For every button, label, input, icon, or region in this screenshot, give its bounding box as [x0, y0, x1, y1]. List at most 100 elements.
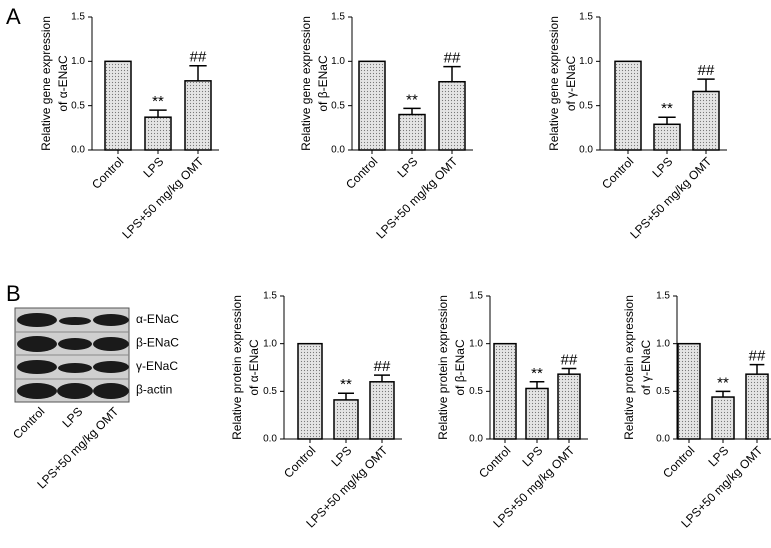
- significance-label: **: [152, 93, 164, 110]
- error-bar: [529, 381, 545, 389]
- y-tick-label: 1.0: [331, 56, 345, 67]
- y-tick-label: 1.0: [579, 56, 593, 67]
- bar-texture: [400, 115, 424, 149]
- bar-texture: [713, 398, 733, 438]
- blot-row-label: γ-ENaC: [136, 359, 178, 373]
- y-tick-label: 1.5: [71, 12, 85, 23]
- bar-texture: [747, 375, 767, 438]
- x-tick-label: Control: [343, 154, 380, 191]
- bar-texture: [335, 400, 357, 438]
- y-axis-title: Relative protein expression: [622, 295, 636, 440]
- significance-label: **: [531, 365, 543, 382]
- x-tick-label: LPS: [394, 154, 420, 180]
- y-tick-label: 0.0: [579, 145, 593, 156]
- error-bar: [338, 392, 354, 400]
- blot-row-label: α-ENaC: [136, 312, 179, 326]
- y-tick-label: 1.0: [656, 338, 670, 349]
- y-axis-title: Relative gene expression: [547, 16, 561, 151]
- bar-texture: [440, 82, 464, 149]
- bar-texture: [679, 344, 699, 438]
- y-tick-label: 1.0: [469, 338, 483, 349]
- y-tick-label: 0.5: [263, 386, 277, 397]
- y-tick-label: 0.5: [71, 100, 85, 111]
- x-tick-label: Control: [660, 443, 697, 480]
- y-axis-title: of β-ENaC: [316, 55, 330, 112]
- significance-label: **: [661, 100, 673, 117]
- bar-texture: [371, 382, 393, 438]
- y-tick-label: 0.0: [71, 145, 85, 156]
- x-tick-label: Control: [599, 154, 636, 191]
- y-axis-title: of α-ENaC: [56, 55, 70, 112]
- y-axis-title: of γ-ENaC: [564, 55, 578, 111]
- x-tick-label: LPS: [328, 443, 354, 469]
- error-bar: [374, 374, 390, 382]
- panel-label: B: [6, 281, 21, 306]
- x-tick-label: Control: [476, 443, 513, 480]
- y-tick-label: 0.0: [469, 434, 483, 445]
- y-tick-label: 1.5: [579, 12, 593, 23]
- y-tick-label: 0.0: [656, 434, 670, 445]
- y-tick-label: 0.5: [469, 386, 483, 397]
- significance-label: ##: [374, 358, 391, 375]
- y-tick-label: 1.5: [263, 291, 277, 302]
- y-tick-label: 1.0: [71, 56, 85, 67]
- western-blot: [14, 307, 130, 403]
- error-bar: [697, 78, 715, 92]
- y-axis-title: Relative protein expression: [230, 295, 244, 440]
- x-tick-label: Control: [281, 443, 318, 480]
- y-axis-title: Relative gene expression: [299, 16, 313, 151]
- y-axis-title: of α-ENaC: [247, 339, 261, 396]
- bar-texture: [694, 92, 718, 149]
- significance-label: **: [340, 376, 352, 393]
- error-bar: [149, 109, 167, 118]
- bar-texture: [146, 118, 170, 149]
- panel-label: A: [6, 4, 21, 29]
- significance-label: ##: [190, 49, 207, 66]
- significance-label: **: [406, 91, 418, 108]
- error-bar: [403, 107, 421, 115]
- x-tick-label: Control: [89, 154, 126, 191]
- significance-label: **: [717, 374, 729, 391]
- bar-texture: [527, 389, 547, 438]
- blot-row-label: β-actin: [136, 383, 172, 397]
- error-bar: [561, 367, 577, 375]
- error-bar: [658, 116, 676, 125]
- bar-texture: [106, 62, 130, 150]
- blot-lane-label: Control: [10, 404, 47, 441]
- y-tick-label: 0.5: [656, 386, 670, 397]
- significance-label: ##: [698, 62, 715, 79]
- blot-bands: [17, 313, 129, 399]
- bar-texture: [655, 125, 679, 149]
- error-bar: [443, 65, 461, 82]
- bar-texture: [616, 62, 640, 150]
- y-tick-label: 0.5: [331, 100, 345, 111]
- bar-texture: [559, 375, 579, 438]
- x-tick-label: LPS: [140, 154, 166, 180]
- error-bar: [189, 65, 207, 81]
- y-tick-label: 1.5: [656, 291, 670, 302]
- y-axis-title: of γ-ENaC: [639, 339, 653, 395]
- y-tick-label: 1.5: [331, 12, 345, 23]
- significance-label: ##: [561, 351, 578, 368]
- blot-row-label: β-ENaC: [136, 336, 179, 350]
- significance-label: ##: [444, 50, 461, 67]
- y-axis-title: of β-ENaC: [453, 339, 467, 396]
- bar-texture: [186, 81, 210, 149]
- y-tick-label: 0.0: [263, 434, 277, 445]
- bar-texture: [495, 344, 515, 438]
- error-bar: [749, 363, 765, 375]
- y-axis-title: Relative protein expression: [436, 295, 450, 440]
- bar-texture: [360, 62, 384, 150]
- y-tick-label: 0.0: [331, 145, 345, 156]
- x-tick-label: LPS: [519, 443, 545, 469]
- x-tick-label: LPS: [705, 443, 731, 469]
- y-tick-label: 0.5: [579, 100, 593, 111]
- y-tick-label: 1.5: [469, 291, 483, 302]
- significance-label: ##: [749, 348, 766, 365]
- x-tick-label: LPS: [649, 154, 675, 180]
- y-tick-label: 1.0: [263, 338, 277, 349]
- blot-lane-label: LPS: [59, 404, 85, 430]
- error-bar: [715, 390, 731, 398]
- bar-texture: [299, 344, 321, 438]
